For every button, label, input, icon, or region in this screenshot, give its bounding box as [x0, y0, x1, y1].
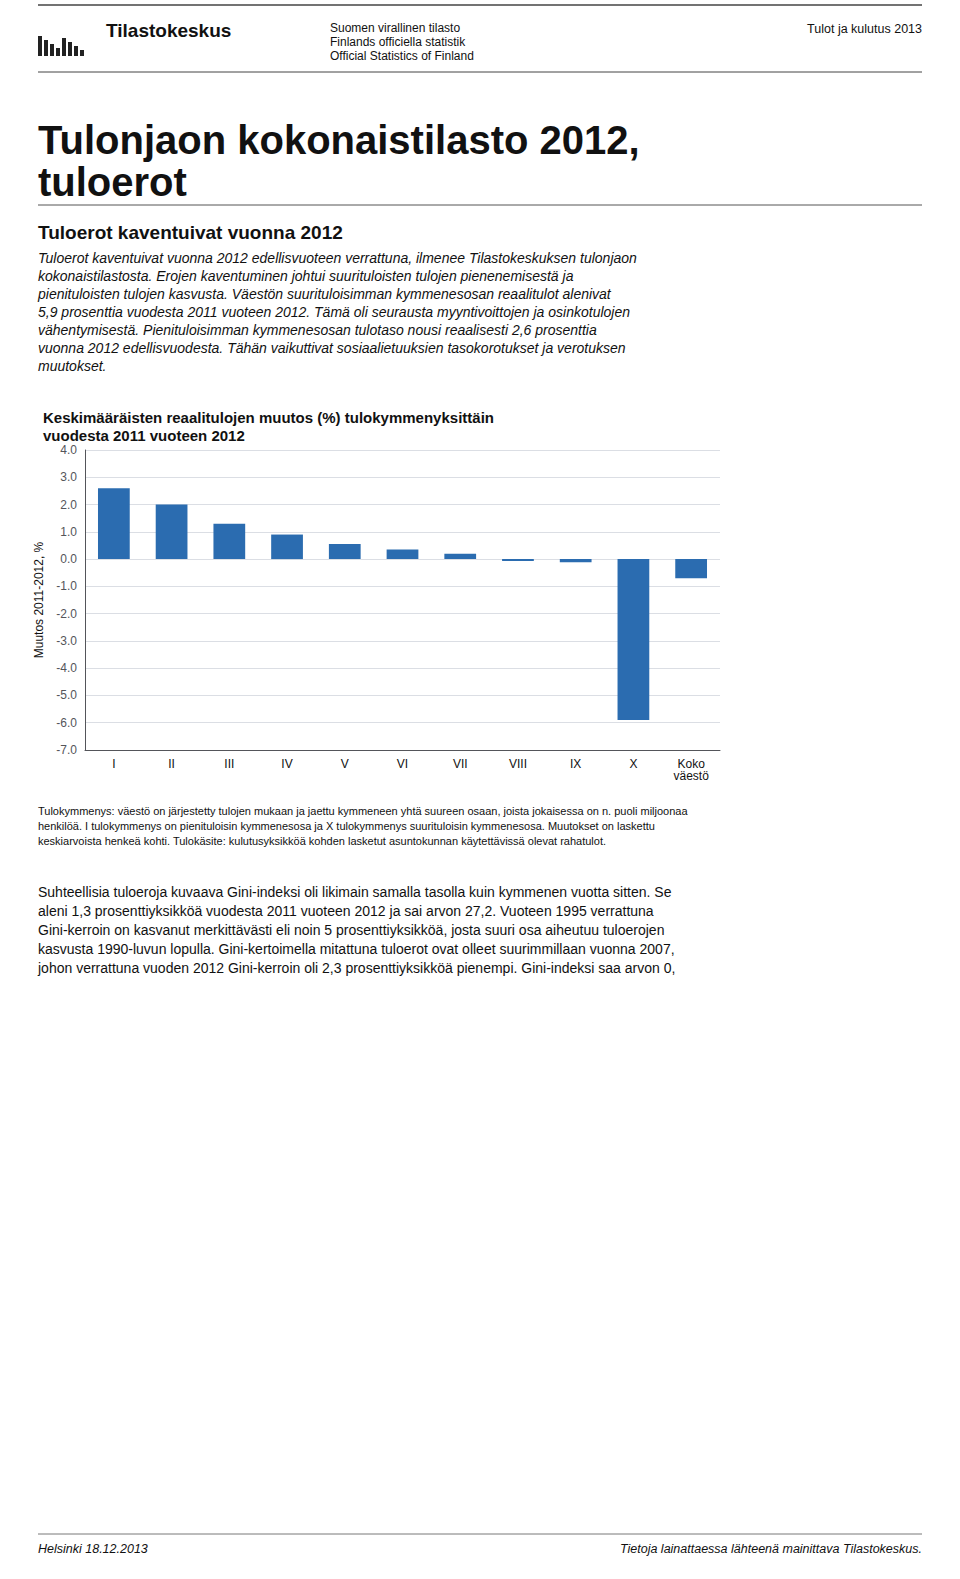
- svg-text:Suomen virallinen tilasto: Suomen virallinen tilasto: [330, 21, 460, 35]
- svg-text:Tietoja lainattaessa lähteenä: Tietoja lainattaessa lähteenä mainittava…: [620, 1542, 922, 1556]
- svg-text:Koko: Koko: [677, 757, 705, 771]
- svg-text:III: III: [224, 757, 234, 771]
- svg-text:Gini-kerroin on kasvanut merki: Gini-kerroin on kasvanut merkittävästi e…: [38, 922, 664, 938]
- svg-text:0.0: 0.0: [60, 552, 77, 566]
- svg-text:VI: VI: [397, 757, 408, 771]
- svg-text:aleni 1,3 prosenttiyksikköä vu: aleni 1,3 prosenttiyksikköä vuodesta 201…: [38, 903, 654, 919]
- svg-text:kasvusta 1990-luvun lopulla. G: kasvusta 1990-luvun lopulla. Gini-kertoi…: [38, 941, 675, 957]
- svg-text:4.0: 4.0: [60, 443, 77, 457]
- svg-text:vuonna 2012 edellisvuodesta. T: vuonna 2012 edellisvuodesta. Tähän vaiku…: [38, 340, 626, 356]
- svg-text:Tuloerot kaventuivat vuonna 20: Tuloerot kaventuivat vuonna 2012 edellis…: [38, 250, 637, 266]
- svg-text:keskiarvoista henkeä kohti. Tu: keskiarvoista henkeä kohti. Tulokäsite: …: [38, 835, 606, 847]
- svg-text:henkilöä. I tulokymmenys on pi: henkilöä. I tulokymmenys on pienituloisi…: [38, 820, 655, 832]
- svg-text:Tilastokeskus: Tilastokeskus: [106, 20, 231, 41]
- svg-text:1.0: 1.0: [60, 525, 77, 539]
- svg-text:Suhteellisia tuloeroja kuvaava: Suhteellisia tuloeroja kuvaava Gini-inde…: [38, 884, 672, 900]
- svg-text:2.0: 2.0: [60, 498, 77, 512]
- svg-text:5,9 prosenttia vuodesta 2011 v: 5,9 prosenttia vuodesta 2011 vuoteen 201…: [38, 304, 630, 320]
- svg-text:Finlands officiella statistik: Finlands officiella statistik: [330, 35, 466, 49]
- svg-text:pienituloisten tulojen kasvust: pienituloisten tulojen kasvusta. Väestön…: [37, 286, 612, 302]
- svg-text:-4.0: -4.0: [56, 661, 77, 675]
- svg-text:Tulonjaon kokonaistilasto 2012: Tulonjaon kokonaistilasto 2012,: [38, 118, 640, 162]
- svg-text:-7.0: -7.0: [56, 743, 77, 757]
- svg-text:johon verrattuna vuoden 2012 G: johon verrattuna vuoden 2012 Gini-kerroi…: [37, 960, 675, 976]
- svg-text:VIII: VIII: [509, 757, 527, 771]
- svg-text:Official Statistics of Finland: Official Statistics of Finland: [330, 49, 474, 63]
- svg-text:tuloerot: tuloerot: [38, 160, 187, 204]
- svg-text:vuodesta 2011 vuoteen 2012: vuodesta 2011 vuoteen 2012: [43, 427, 245, 444]
- svg-text:Keskimääräisten reaalitulojen: Keskimääräisten reaalitulojen muutos (%)…: [43, 409, 494, 426]
- svg-text:IV: IV: [281, 757, 292, 771]
- svg-text:kokonaistilastosta. Erojen kav: kokonaistilastosta. Erojen kaventuminen …: [38, 268, 574, 284]
- svg-text:VII: VII: [453, 757, 468, 771]
- svg-text:II: II: [168, 757, 175, 771]
- svg-text:Muutos 2011-2012, %: Muutos 2011-2012, %: [32, 541, 46, 658]
- svg-text:X: X: [629, 757, 637, 771]
- svg-text:vähentymisestä. Pienituloisimm: vähentymisestä. Pienituloisimman kymmene…: [38, 322, 597, 338]
- svg-text:V: V: [341, 757, 349, 771]
- svg-text:3.0: 3.0: [60, 470, 77, 484]
- svg-text:-2.0: -2.0: [56, 607, 77, 621]
- svg-text:-5.0: -5.0: [56, 688, 77, 702]
- svg-text:muutokset.: muutokset.: [38, 358, 106, 374]
- svg-text:-3.0: -3.0: [56, 634, 77, 648]
- svg-text:väestö: väestö: [673, 769, 709, 783]
- svg-text:-6.0: -6.0: [56, 716, 77, 730]
- svg-text:Helsinki 18.12.2013: Helsinki 18.12.2013: [38, 1542, 148, 1556]
- svg-text:Tulot ja kulutus 2013: Tulot ja kulutus 2013: [807, 22, 922, 36]
- svg-text:-1.0: -1.0: [56, 579, 77, 593]
- svg-text:IX: IX: [570, 757, 581, 771]
- svg-text:Tuloerot kaventuivat vuonna 20: Tuloerot kaventuivat vuonna 2012: [38, 222, 343, 243]
- svg-text:I: I: [112, 757, 115, 771]
- svg-text:Tulokymmenys: väestö on järjes: Tulokymmenys: väestö on järjestetty tulo…: [38, 805, 688, 817]
